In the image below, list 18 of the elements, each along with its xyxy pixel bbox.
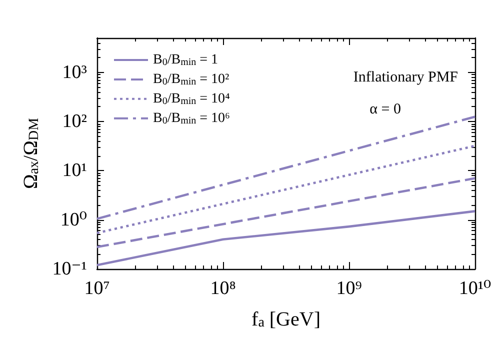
y-tick-label: 10⁰ <box>60 209 88 230</box>
y-tick-label: 10² <box>62 111 88 132</box>
x-tick-label: 10⁸ <box>210 278 236 299</box>
annotation: α = 0 <box>370 102 402 118</box>
x-tick-label: 10¹⁰ <box>458 278 492 299</box>
line-series <box>96 210 476 266</box>
legend-label: B0/Bmin = 10⁶ <box>153 110 230 126</box>
y-tick-label: 10¹ <box>62 160 88 182</box>
y-axis-title: Ωax/ΩDM <box>20 117 42 190</box>
annotation: Inflationary PMF <box>353 70 458 86</box>
x-axis-title: fa [GeV] <box>252 308 320 330</box>
legend-label: B0/Bmin = 10⁴ <box>153 91 230 107</box>
legend-label: B0/Bmin = 10² <box>153 72 230 88</box>
legend-label: B0/Bmin = 1 <box>153 52 218 68</box>
x-tick-label: 10⁷ <box>84 278 110 299</box>
y-tick-label: 10⁻¹ <box>52 258 88 280</box>
y-tick-label: 10³ <box>62 62 88 83</box>
x-tick-label: 10⁹ <box>336 278 362 299</box>
